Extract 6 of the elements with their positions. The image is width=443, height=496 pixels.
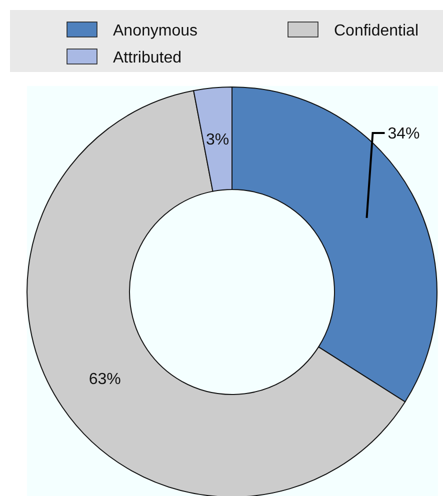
data-label: 3% [206,132,230,149]
legend-label: Confidential [334,22,418,40]
data-label: 63% [88,371,121,388]
legend-label: Anonymous [113,22,198,40]
data-label: 34% [388,126,420,143]
legend-label: Attributed [113,50,182,67]
